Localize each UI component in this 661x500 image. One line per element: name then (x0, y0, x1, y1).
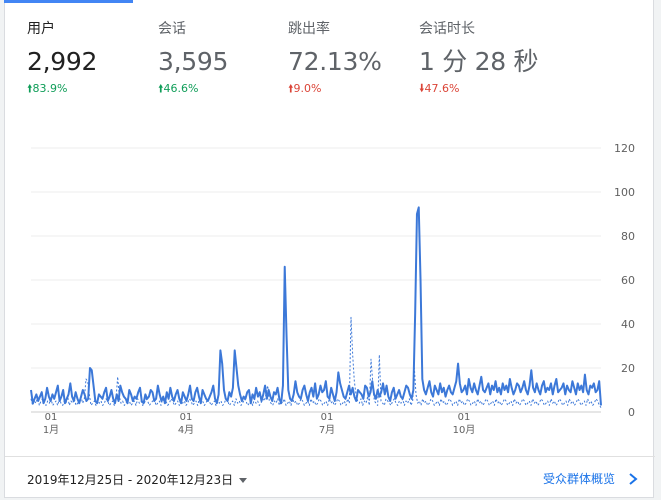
y-tick-label: 20 (621, 362, 635, 375)
y-tick-label: 80 (621, 230, 635, 243)
metric-tabs: 用户 2,992 🠙83.9% 会话 3,595 🠙46.6% 跳出率 72.1… (5, 0, 655, 110)
x-tick-month-label: 10月 (453, 424, 476, 436)
metric-tab-session-duration[interactable]: 会话时长 1 分 28 秒 🠛47.6% (419, 20, 538, 96)
y-tick-label: 100 (614, 186, 635, 199)
x-tick-month-label: 4月 (178, 424, 194, 436)
y-tick-label: 120 (614, 142, 635, 155)
caret-down-icon (239, 477, 248, 483)
metric-value: 2,992 (27, 47, 98, 76)
x-tick-day-label: 01 (458, 412, 471, 423)
metric-label: 会话 (158, 21, 186, 37)
card-footer: 2019年12月25日 - 2020年12月23日 受众群体概览 (5, 456, 655, 498)
y-tick-label: 60 (621, 274, 635, 287)
metric-label: 跳出率 (288, 21, 330, 37)
metric-value: 1 分 28 秒 (419, 47, 539, 76)
audience-overview-card: 用户 2,992 🠙83.9% 会话 3,595 🠙46.6% 跳出率 72.1… (4, 0, 655, 498)
audience-overview-link[interactable]: 受众群体概览 (543, 470, 639, 487)
active-tab-indicator (4, 0, 133, 3)
metric-tab-sessions[interactable]: 会话 3,595 🠙46.6% (158, 20, 228, 96)
x-tick-day-label: 01 (321, 412, 334, 423)
metric-change: 🠙46.6% (158, 82, 199, 95)
arrow-up-icon: 🠙 (288, 82, 294, 95)
x-tick-day-label: 01 (180, 412, 193, 423)
y-tick-label: 40 (621, 318, 635, 331)
metric-value: 72.13% (288, 47, 382, 76)
users-line-chart[interactable]: 0 20 40 60 80 100 120 01 1月 01 4月 01 7月 01 10月 (5, 130, 655, 440)
metric-tab-users[interactable]: 用户 2,992 🠙83.9% (27, 20, 97, 96)
x-tick-day-label: 01 (45, 412, 58, 423)
chevron-right-icon (629, 472, 638, 485)
arrow-up-icon: 🠙 (27, 82, 33, 95)
audience-overview-link-label: 受众群体概览 (542, 472, 615, 486)
date-range-selector[interactable]: 2019年12月25日 - 2020年12月23日 (27, 471, 248, 488)
series-line-dashed (30, 316, 602, 408)
metric-value: 3,595 (158, 47, 229, 76)
date-range-label: 2019年12月25日 - 2020年12月23日 (27, 473, 234, 487)
metric-change: 🠛47.6% (419, 82, 460, 95)
arrow-up-icon: 🠙 (158, 82, 164, 95)
arrow-down-icon: 🠛 (419, 82, 425, 95)
metric-change: 🠙83.9% (27, 82, 68, 95)
metric-label: 会话时长 (419, 21, 475, 37)
metric-tab-bounce-rate[interactable]: 跳出率 72.13% 🠙9.0% (288, 20, 382, 96)
x-tick-month-label: 1月 (43, 424, 59, 436)
x-tick-month-label: 7月 (319, 424, 335, 436)
metric-change: 🠙9.0% (288, 82, 322, 95)
y-tick-label: 0 (628, 406, 635, 419)
series-line-solid (30, 206, 602, 406)
metric-label: 用户 (27, 21, 55, 37)
